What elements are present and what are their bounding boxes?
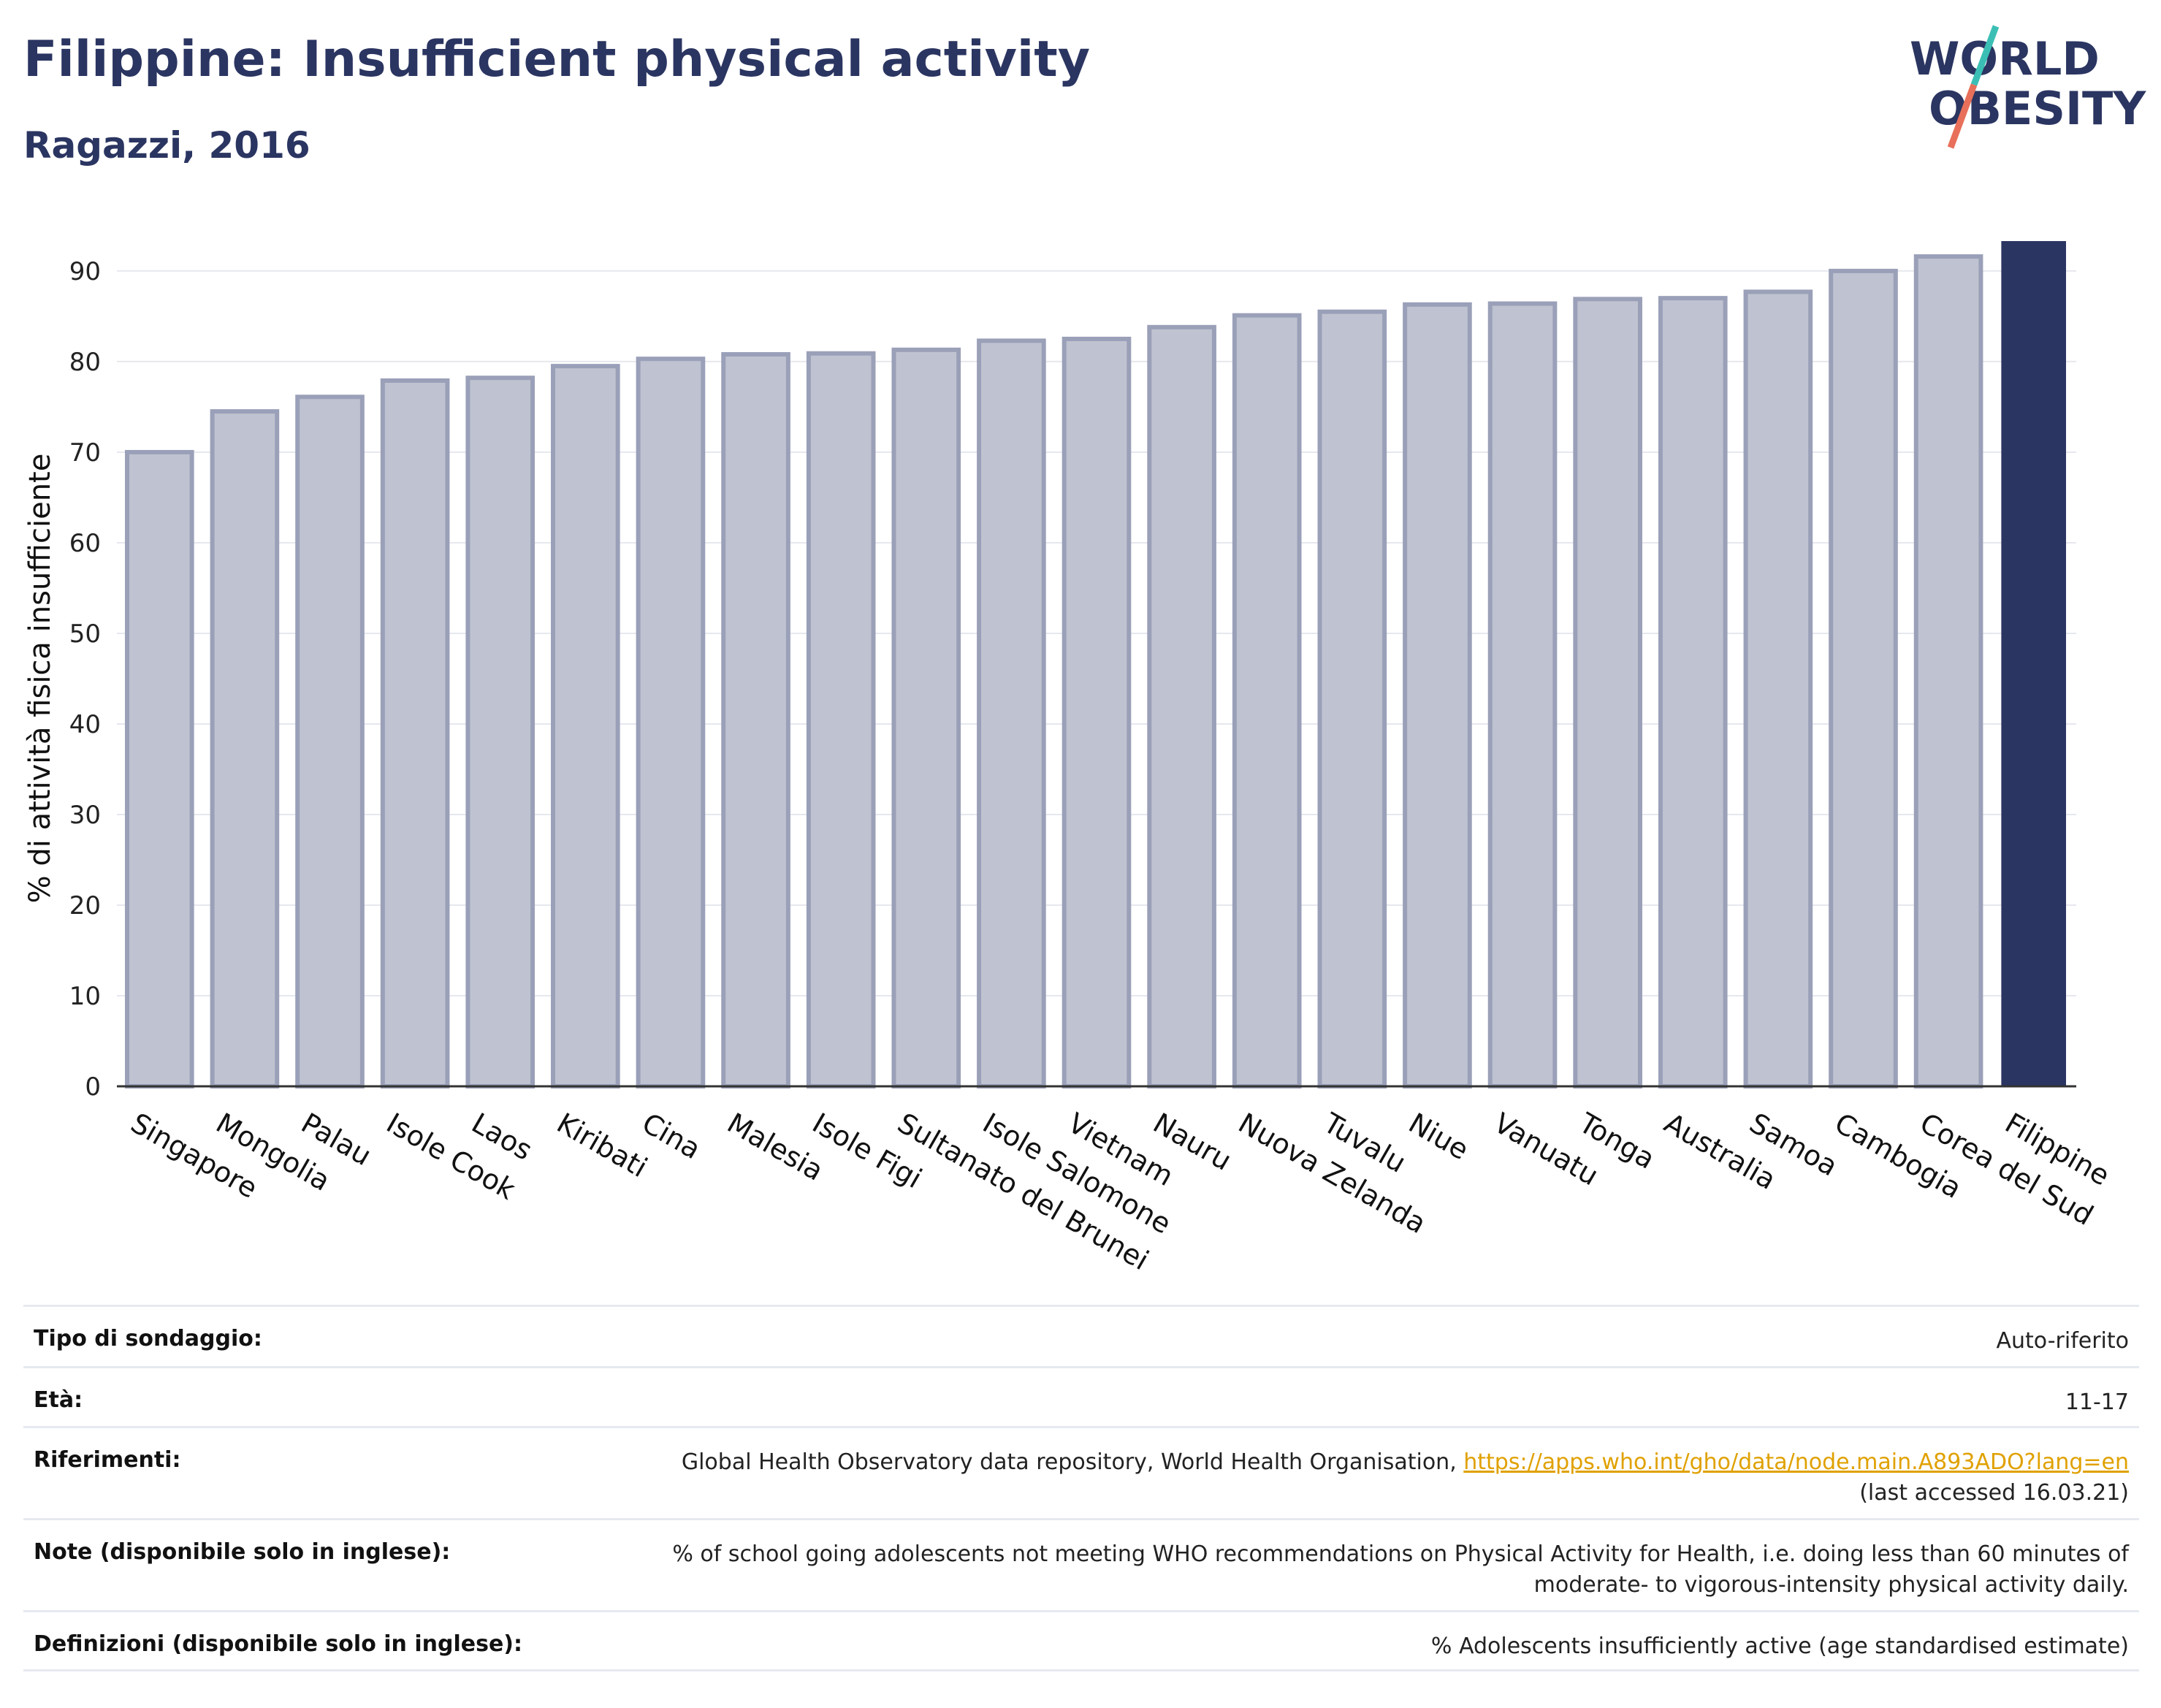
y-tick-label: 20: [69, 891, 101, 920]
info-value: Global Health Observatory data repositor…: [682, 1447, 2139, 1509]
x-tick-label: Kiribati: [552, 1107, 653, 1183]
x-tick-label: Niue: [1403, 1107, 1474, 1166]
y-tick-label: 80: [69, 348, 101, 377]
y-tick-label: 30: [69, 801, 101, 830]
info-value: 11-17: [2065, 1389, 2129, 1415]
bar: [1147, 324, 1216, 1089]
y-tick-label: 70: [69, 438, 101, 468]
info-row-references: Riferimenti: Global Health Observatory d…: [23, 1426, 2139, 1518]
info-label: Riferimenti:: [34, 1447, 181, 1473]
info-table: Tipo di sondaggio: Auto-riferito Età: 11…: [23, 1305, 2139, 1671]
info-label: Note (disponibile solo in inglese):: [34, 1539, 451, 1565]
bar: [1487, 301, 1558, 1089]
logo-slash-coral: [1947, 83, 1978, 149]
info-label: Età:: [34, 1387, 83, 1413]
bar: [210, 409, 280, 1089]
bar-chart: 0102030405060708090SingaporeMongoliaPala…: [23, 241, 2115, 1276]
y-tick-label: 50: [69, 619, 101, 649]
reference-accessed: (last accessed 16.03.21): [1859, 1480, 2129, 1506]
bar: [124, 449, 194, 1089]
bar: [1573, 297, 1642, 1089]
bar: [1317, 309, 1387, 1089]
logo-slash-teal: [1970, 25, 2000, 86]
info-row-definitions: Definizioni (disponibile solo in inglese…: [23, 1610, 2139, 1671]
y-tick-label: 60: [69, 529, 101, 558]
info-label: Definizioni (disponibile solo in inglese…: [34, 1631, 522, 1657]
bar: [1913, 254, 1983, 1089]
bar-highlighted: [2001, 241, 2067, 1086]
bar: [891, 347, 961, 1089]
bar: [1743, 289, 1813, 1089]
bar: [977, 338, 1046, 1089]
bar: [295, 394, 365, 1089]
y-tick-label: 40: [69, 710, 101, 739]
chart-subtitle: Ragazzi, 2016: [23, 124, 310, 167]
info-value: Auto-riferito: [1996, 1328, 2129, 1354]
bar: [551, 364, 620, 1089]
info-value: % Adolescents insufficiently active (age…: [1430, 1633, 2129, 1659]
world-obesity-logo: WORLD OBESITY: [1910, 25, 2146, 149]
bar: [1658, 296, 1728, 1089]
info-row-survey-type: Tipo di sondaggio: Auto-riferito: [23, 1305, 2139, 1366]
logo-line1: WORLD: [1910, 32, 2100, 85]
y-tick-label: 90: [69, 257, 101, 286]
info-label: Tipo di sondaggio:: [34, 1326, 262, 1351]
y-axis-label: % di attività fisica insufficiente: [23, 454, 57, 904]
reference-text: Global Health Observatory data repositor…: [681, 1449, 1464, 1475]
info-row-age: Età: 11-17: [23, 1366, 2139, 1426]
x-tick-label: Malesia: [722, 1107, 828, 1187]
bar: [1232, 313, 1302, 1089]
notes-line2: moderate- to vigorous-intensity physical…: [1533, 1572, 2129, 1598]
bar: [1403, 302, 1472, 1089]
info-value: % of school going adolescents not meetin…: [672, 1539, 2139, 1601]
bar: [806, 351, 876, 1089]
bar: [1062, 336, 1132, 1089]
reference-link[interactable]: https://apps.who.int/gho/data/node.main.…: [1463, 1449, 2129, 1475]
bar: [636, 357, 706, 1089]
y-tick-label: 0: [85, 1072, 101, 1102]
chart-title: Filippine: Insufficient physical activit…: [23, 31, 1091, 88]
bar: [1829, 268, 1898, 1089]
bar: [465, 375, 536, 1089]
bar: [380, 378, 450, 1089]
bar: [721, 352, 790, 1089]
info-row-notes: Note (disponibile solo in inglese): % of…: [23, 1518, 2139, 1610]
y-tick-label: 10: [69, 982, 101, 1011]
notes-line1: % of school going adolescents not meetin…: [672, 1541, 2129, 1567]
